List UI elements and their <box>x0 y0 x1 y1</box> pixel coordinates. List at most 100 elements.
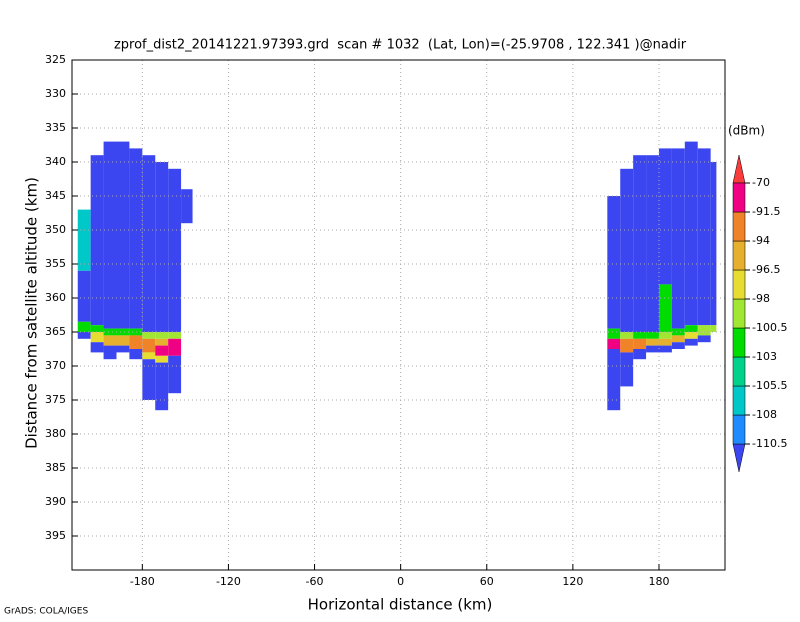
y-tick-label: 385 <box>45 461 66 474</box>
field-cell <box>181 189 193 224</box>
plot-frame <box>71 59 726 571</box>
field-cell <box>168 168 182 332</box>
field-cell <box>155 332 169 339</box>
colorbar-unit: (dBm) <box>728 124 765 138</box>
field-cell <box>633 332 647 339</box>
field-cell <box>646 345 659 353</box>
field-cell <box>142 332 156 339</box>
colorbar-label: -70 <box>752 176 770 189</box>
field-cell <box>697 148 711 326</box>
field-cell <box>116 335 130 346</box>
colorbar-label: -96.5 <box>752 263 780 276</box>
field-cell <box>633 349 647 360</box>
field-cell <box>658 148 672 285</box>
chart-title: zprof_dist2_20141221.97393.grd scan # 10… <box>114 38 687 53</box>
field-cell <box>90 325 104 332</box>
field-cell <box>77 209 91 271</box>
field-cell <box>671 342 685 349</box>
y-tick-label: 345 <box>45 189 66 202</box>
field-cell <box>697 335 711 343</box>
field-cell <box>710 162 717 326</box>
colorbar-label: -94 <box>752 234 770 247</box>
field-cell <box>684 325 698 332</box>
colorbar-segment <box>732 414 746 445</box>
colorbar-label: -108 <box>752 408 777 421</box>
colorbar-bottom <box>732 443 746 473</box>
field-cell <box>142 352 156 360</box>
field-cell <box>607 349 621 411</box>
field-cell <box>658 284 672 332</box>
y-tick-label: 340 <box>45 155 66 168</box>
colorbar-label: -100.5 <box>752 321 787 334</box>
field-cell <box>646 338 659 346</box>
field-cell <box>658 332 672 339</box>
colorbar-label: -91.5 <box>752 205 780 218</box>
field-cell <box>155 362 169 411</box>
y-tick-label: 390 <box>45 495 66 508</box>
field-cell <box>607 196 621 329</box>
x-tick-label: -60 <box>306 575 324 588</box>
y-tick-label: 360 <box>45 291 66 304</box>
y-tick-label: 350 <box>45 223 66 236</box>
field-cell <box>103 328 117 336</box>
field-cell <box>155 338 169 346</box>
field-cell <box>90 332 104 343</box>
y-tick-label: 375 <box>45 393 66 406</box>
field-cell <box>684 332 698 339</box>
field-cell <box>607 338 621 349</box>
colorbar-segment <box>732 327 746 358</box>
field-cell <box>116 141 130 329</box>
colorbar-segment <box>732 182 746 213</box>
field-cell <box>710 325 717 332</box>
x-tick-label: 120 <box>562 575 583 588</box>
field-cell <box>633 338 647 349</box>
field-cell <box>658 345 672 353</box>
field-cell <box>671 148 685 329</box>
y-tick-label: 395 <box>45 529 66 542</box>
field-cell <box>633 155 647 332</box>
field-cell <box>77 321 91 332</box>
field-cell <box>77 332 91 339</box>
colorbar-label: -98 <box>752 292 770 305</box>
field-cell <box>697 325 711 336</box>
field-cell <box>646 155 659 332</box>
field-cell <box>129 148 143 329</box>
field-cell <box>129 349 143 360</box>
field-cell <box>168 355 182 394</box>
field-cell <box>671 335 685 343</box>
field-cell <box>103 141 117 329</box>
colorbar-segment <box>732 211 746 242</box>
field-cell <box>103 345 117 360</box>
x-tick-label: -180 <box>130 575 155 588</box>
field-cell <box>620 332 634 339</box>
field-cell <box>168 338 182 356</box>
field-cell <box>77 270 91 322</box>
field-cell <box>103 335 117 346</box>
y-tick-label: 365 <box>45 325 66 338</box>
colorbar-label: -110.5 <box>752 437 787 450</box>
field-cell <box>129 328 143 336</box>
colorbar-label: -103 <box>752 350 777 363</box>
y-tick-label: 330 <box>45 87 66 100</box>
y-tick-label: 370 <box>45 359 66 372</box>
y-tick-label: 380 <box>45 427 66 440</box>
field-cell <box>155 162 169 332</box>
colorbar-segment <box>732 269 746 300</box>
colorbar-label: -105.5 <box>752 379 787 392</box>
x-axis-label: Horizontal distance (km) <box>308 596 493 614</box>
field-cell <box>116 345 130 353</box>
field-cell <box>116 328 130 336</box>
field-cell <box>684 141 698 326</box>
x-tick-label: -120 <box>216 575 241 588</box>
field-cell <box>684 338 698 346</box>
colorbar-segment <box>732 356 746 387</box>
field-cell <box>129 335 143 349</box>
field-cell <box>168 332 182 339</box>
footer: GrADS: COLA/IGES <box>4 607 88 617</box>
field-cell <box>646 332 659 339</box>
y-tick-label: 335 <box>45 121 66 134</box>
y-tick-label: 325 <box>45 53 66 66</box>
field-cell <box>142 359 156 400</box>
field-cell <box>90 155 104 326</box>
